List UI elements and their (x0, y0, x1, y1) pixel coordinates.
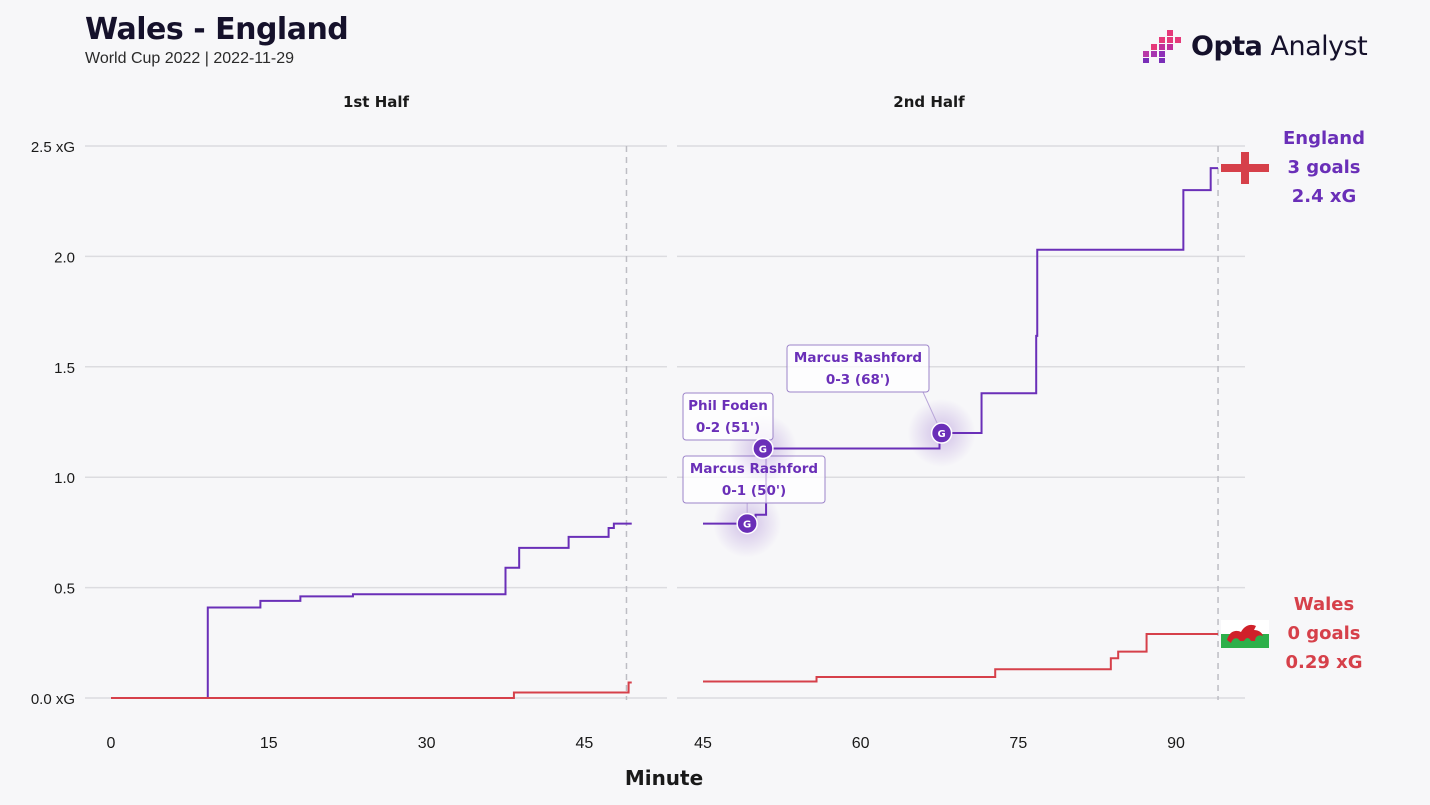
y-tick-label: 0.0 xG (31, 691, 75, 708)
x-tick-label: 45 (694, 735, 712, 752)
goal-score-minute: 0-2 (51') (696, 420, 760, 436)
page-subtitle: World Cup 2022 | 2022-11-29 (85, 50, 295, 67)
y-tick-label: 1.5 (54, 360, 75, 377)
x-tick-label: 30 (418, 735, 436, 752)
panel-title-2: 2nd Half (893, 93, 965, 111)
goal-marker (752, 437, 774, 460)
x-tick-label: 90 (1167, 735, 1185, 752)
x-tick-label: 0 (107, 735, 116, 752)
opta-logo-icon (1143, 30, 1181, 63)
page-title: Wales - England (85, 12, 349, 47)
england-label: England 3 goals 2.4 xG (1264, 124, 1384, 211)
panel-title-1: 1st Half (343, 93, 410, 111)
wales-xg-line-first-half (111, 681, 632, 699)
england-name: England (1282, 128, 1365, 149)
wales-xg-line-second-half (703, 632, 1219, 683)
goal-score-minute: 0-1 (50') (722, 483, 786, 499)
y-tick-label: 1.0 (54, 470, 75, 487)
goal-marker (736, 512, 758, 535)
wales-flag-dragon (1227, 624, 1263, 643)
x-axis-label: Minute (625, 766, 703, 790)
england-xg-line-first-half (111, 522, 632, 699)
wales-label: Wales 0 goals 0.29 xG (1264, 590, 1384, 677)
wales-goals: 0 goals (1287, 623, 1361, 644)
wales-xg: 0.29 xG (1285, 652, 1363, 673)
goal-marker-letter: G (937, 429, 945, 440)
goal-marker (930, 422, 953, 444)
y-tick-label: 0.5 (54, 581, 75, 598)
x-tick-label: 45 (576, 735, 594, 752)
x-tick-label: 60 (852, 735, 870, 752)
wales-name: Wales (1293, 594, 1355, 615)
brand-name-light: Analyst (1262, 30, 1368, 62)
goal-score-minute: 0-3 (68') (826, 372, 890, 388)
goal-marker-letter: G (743, 520, 751, 531)
y-tick-label: 2.0 (54, 249, 75, 266)
x-tick-label: 75 (1009, 735, 1027, 752)
goal-callout-box (786, 344, 930, 393)
england-flag-crossbar (1221, 164, 1269, 172)
england-xg: 2.4 xG (1291, 186, 1357, 207)
opta-analyst-logo: Opta Analyst (1143, 28, 1368, 64)
x-tick-label: 15 (260, 735, 278, 752)
goal-scorer-name: Marcus Rashford (794, 350, 922, 366)
brand-name-bold: Opta (1191, 30, 1263, 62)
goal-scorer-name: Phil Foden (688, 398, 768, 414)
goal-callout-box (682, 392, 774, 441)
y-tick-label: 2.5 xG (31, 139, 75, 156)
goal-marker-letter: G (759, 444, 767, 455)
england-goals: 3 goals (1287, 157, 1361, 178)
